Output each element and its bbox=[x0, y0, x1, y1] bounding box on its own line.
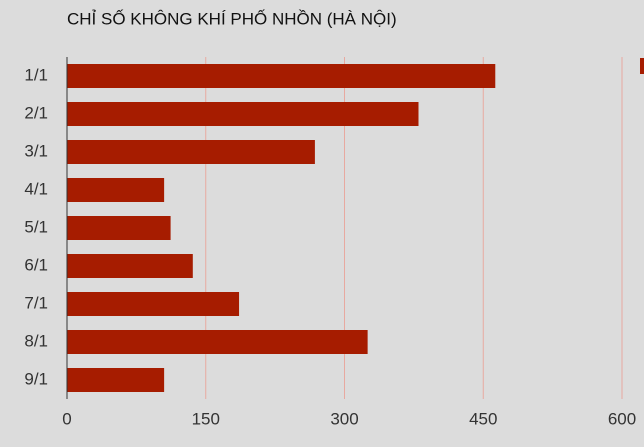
bar bbox=[67, 216, 171, 240]
y-tick-label: 9/1 bbox=[24, 369, 48, 388]
x-tick-label: 450 bbox=[469, 409, 497, 428]
y-tick-label: 5/1 bbox=[24, 217, 48, 236]
y-tick-label: 7/1 bbox=[24, 293, 48, 312]
chart-title: CHỈ SỐ KHÔNG KHÍ PHỐ NHỒN (HÀ NỘI) bbox=[67, 8, 397, 28]
x-tick-label: 0 bbox=[62, 409, 71, 428]
x-tick-label: 600 bbox=[608, 409, 636, 428]
bar bbox=[67, 178, 165, 202]
y-tick-label: 2/1 bbox=[24, 103, 48, 122]
y-tick-label: 4/1 bbox=[24, 179, 48, 198]
legend-swatch bbox=[640, 58, 644, 74]
x-tick-label: 300 bbox=[330, 409, 358, 428]
x-tick-label: 150 bbox=[192, 409, 220, 428]
bar bbox=[67, 330, 368, 354]
bar bbox=[67, 254, 193, 278]
bar bbox=[67, 292, 240, 316]
bar bbox=[67, 102, 419, 126]
y-tick-label: 1/1 bbox=[24, 65, 48, 84]
bar bbox=[67, 368, 165, 392]
y-tick-label: 3/1 bbox=[24, 141, 48, 160]
bar bbox=[67, 64, 496, 88]
bar bbox=[67, 140, 315, 164]
y-tick-label: 8/1 bbox=[24, 331, 48, 350]
y-tick-label: 6/1 bbox=[24, 255, 48, 274]
